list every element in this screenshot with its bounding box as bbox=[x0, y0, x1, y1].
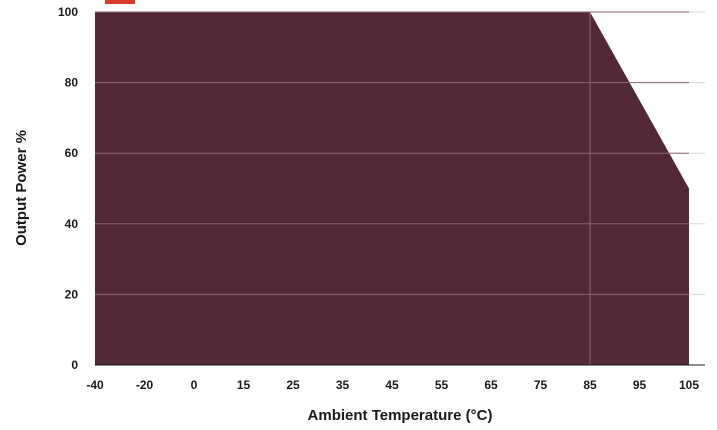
y-tick-label: 20 bbox=[65, 287, 79, 301]
x-tick-label: 15 bbox=[237, 378, 251, 392]
x-tick-label: -20 bbox=[136, 378, 154, 392]
grid-over-area bbox=[95, 11, 689, 365]
x-axis-ticks: -40 -20 0 15 25 35 45 55 65 75 85 95 105 bbox=[86, 378, 699, 392]
x-axis-title: Ambient Temperature (°C) bbox=[308, 407, 493, 424]
x-tick-label: 45 bbox=[385, 378, 399, 392]
x-tick-label: 0 bbox=[191, 378, 198, 392]
cropped-title-fragment bbox=[105, 0, 135, 4]
x-tick-label: 75 bbox=[534, 378, 548, 392]
output-power-area bbox=[95, 12, 689, 365]
y-axis-title: Output Power % bbox=[13, 130, 30, 246]
x-tick-label: 55 bbox=[435, 378, 449, 392]
x-tick-label: 85 bbox=[583, 378, 597, 392]
x-tick-label: 65 bbox=[484, 378, 498, 392]
y-tick-label: 100 bbox=[58, 5, 78, 19]
y-axis-ticks: 0 20 40 60 80 100 bbox=[58, 5, 78, 372]
x-tick-label: 25 bbox=[286, 378, 300, 392]
plot-area bbox=[95, 11, 705, 366]
x-tick-label: 35 bbox=[336, 378, 350, 392]
x-tick-label: -40 bbox=[86, 378, 104, 392]
x-tick-label: 105 bbox=[679, 378, 699, 392]
y-tick-label: 40 bbox=[65, 217, 79, 231]
y-tick-label: 80 bbox=[65, 76, 79, 90]
y-tick-label: 60 bbox=[65, 146, 79, 160]
x-tick-label: 95 bbox=[633, 378, 647, 392]
y-tick-label: 0 bbox=[71, 358, 78, 372]
